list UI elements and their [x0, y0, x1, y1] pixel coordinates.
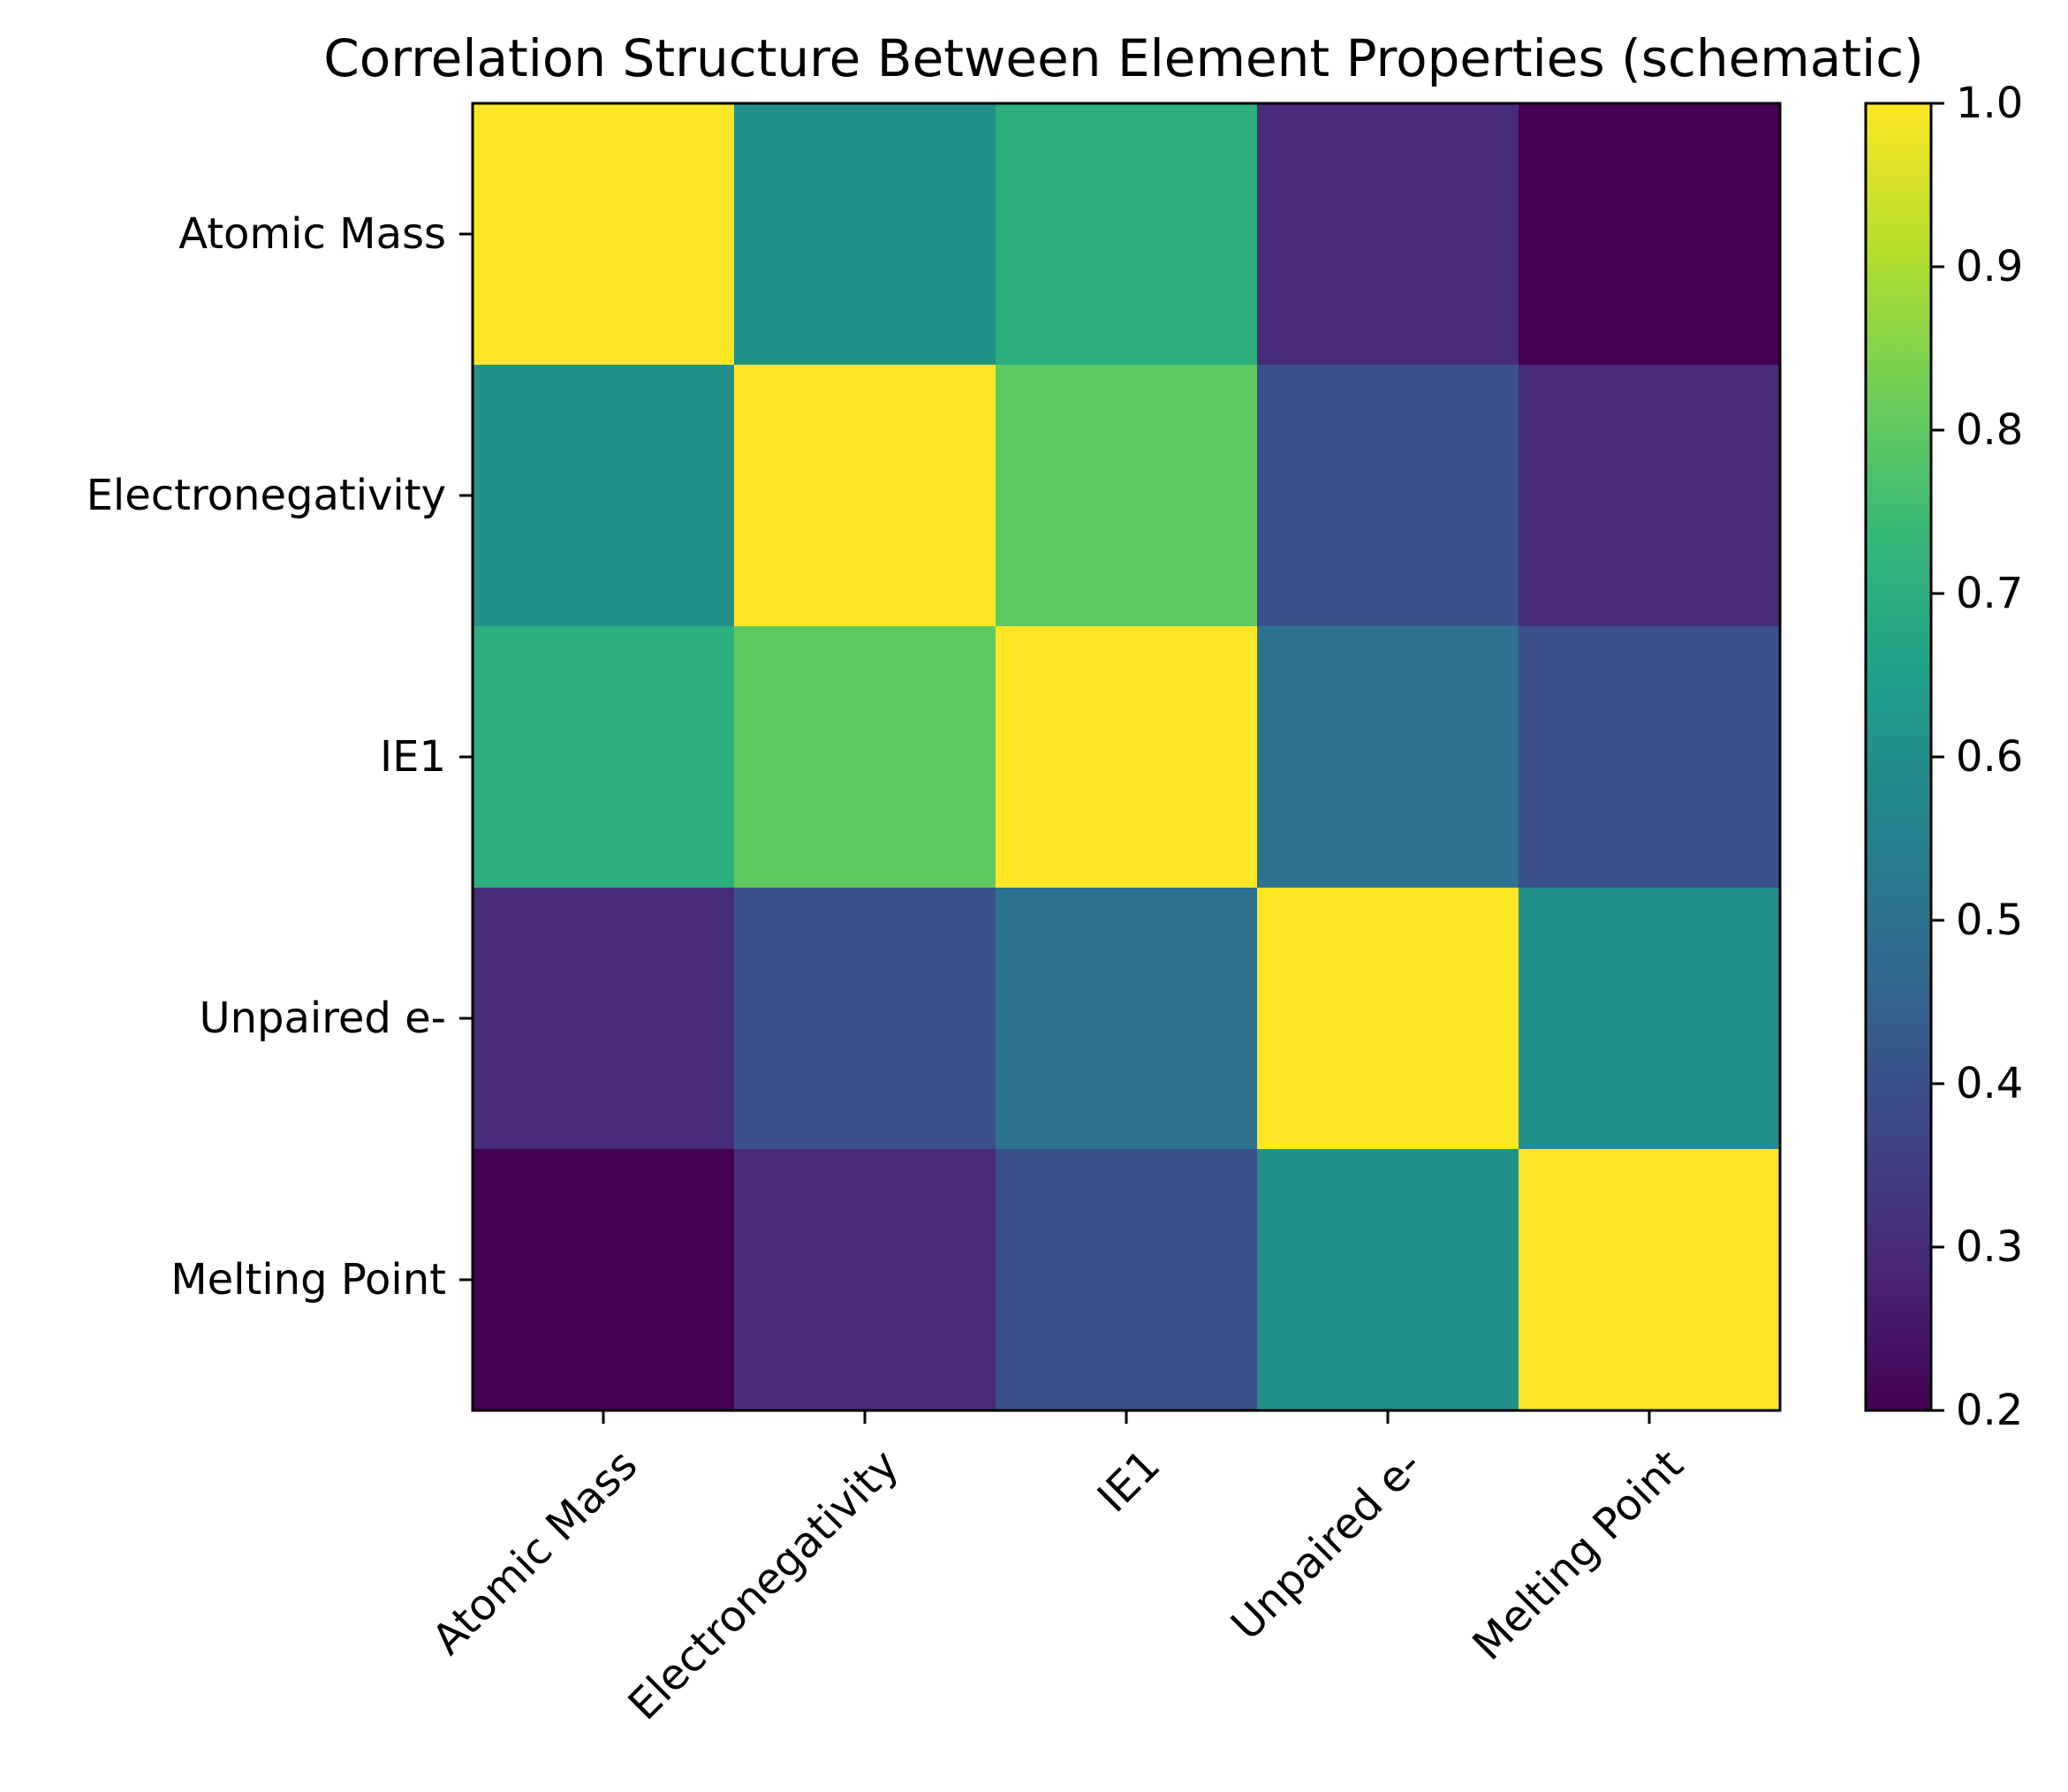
- heatmap-cell: [996, 103, 1258, 366]
- colorbar-tick-label: 0.8: [1956, 405, 2023, 455]
- colorbar-tick-label: 1.0: [1956, 79, 2023, 128]
- x-tick-label: Atomic Mass: [423, 1440, 648, 1665]
- x-tick-label: Electronegativity: [619, 1440, 909, 1730]
- y-tick-label: Electronegativity: [87, 471, 446, 520]
- x-tick-label: Melting Point: [1463, 1440, 1693, 1670]
- heatmap-cell: [1519, 888, 1781, 1150]
- heatmap-cell: [734, 1149, 996, 1411]
- heatmap-cell: [473, 365, 735, 627]
- heatmap-cell: [996, 365, 1258, 627]
- heatmap-cell: [1257, 888, 1519, 1150]
- y-axis: Atomic Mass Electronegativity IE1 Unpaired …: [87, 209, 473, 1304]
- y-tick-label: Unpaired e-: [199, 994, 446, 1043]
- heatmap-cell: [996, 888, 1258, 1150]
- heatmap-cells: [473, 103, 1781, 1411]
- heatmap-cell: [1257, 103, 1519, 366]
- colorbar-tick-label: 0.5: [1956, 896, 2023, 945]
- y-tick-label: IE1: [380, 732, 446, 782]
- heatmap-cell: [1519, 626, 1781, 888]
- y-tick-label: Melting Point: [170, 1255, 446, 1304]
- x-tick-label: Unpaired e-: [1222, 1440, 1431, 1650]
- heatmap-cell: [1519, 103, 1781, 366]
- heatmap-cell: [1257, 1149, 1519, 1411]
- heatmap-cell: [1519, 1149, 1781, 1411]
- colorbar-tick-label: 0.7: [1956, 569, 2023, 618]
- heatmap-cell: [996, 1149, 1258, 1411]
- colorbar-tick-label: 0.3: [1956, 1222, 2023, 1272]
- heatmap-cell: [1257, 626, 1519, 888]
- chart-title: Correlation Structure Between Element Pr…: [323, 28, 1923, 88]
- heatmap-cell: [473, 103, 735, 366]
- colorbar-tick-label: 0.9: [1956, 242, 2023, 291]
- heatmap-cell: [734, 365, 996, 627]
- colorbar-tick-label: 0.4: [1956, 1059, 2023, 1108]
- heatmap-cell: [996, 626, 1258, 888]
- heatmap-cell: [473, 888, 735, 1150]
- x-tick-label: IE1: [1088, 1440, 1170, 1523]
- colorbar: [1864, 102, 1933, 1412]
- y-tick-label: Atomic Mass: [178, 209, 446, 259]
- heatmap-cell: [1519, 365, 1781, 627]
- colorbar-tick-label: 0.2: [1956, 1386, 2023, 1435]
- heatmap-cell: [734, 888, 996, 1150]
- colorbar-tick-label: 0.6: [1956, 732, 2023, 782]
- heatmap-cell: [473, 1149, 735, 1411]
- heatmap-cell: [1257, 365, 1519, 627]
- heatmap-cell: [473, 626, 735, 888]
- heatmap-cell: [734, 626, 996, 888]
- heatmap-cell: [734, 103, 996, 366]
- colorbar-axis: 0.2 0.3 0.4 0.5 0.6 0.7 0.8 0.9 1.0: [1931, 79, 2023, 1435]
